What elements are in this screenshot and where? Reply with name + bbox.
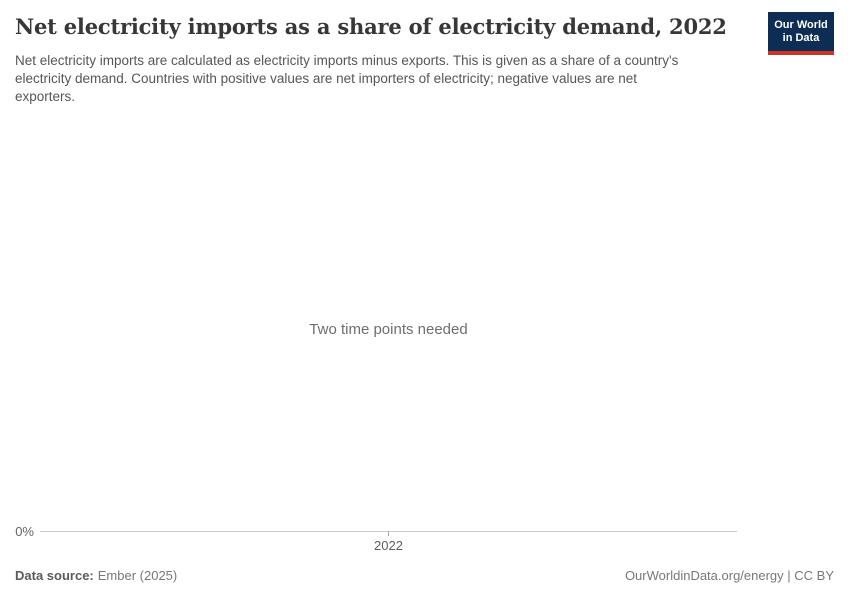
- subtitle-line: electricity demand. Countries with posit…: [15, 71, 638, 86]
- chart-subtitle: Net electricity imports are calculated a…: [15, 52, 760, 106]
- empty-state-message: Two time points needed: [309, 321, 468, 338]
- subtitle-line: Net electricity imports are calculated a…: [15, 53, 679, 68]
- x-axis-tick-label: 2022: [374, 538, 403, 553]
- owid-logo-text-line1: Our World: [774, 19, 828, 31]
- page-title: Net electricity imports as a share of el…: [15, 14, 727, 39]
- subtitle-line: exporters.: [15, 89, 76, 104]
- attribution-link[interactable]: OurWorldinData.org/energy | CC BY: [624, 568, 834, 583]
- y-axis-tick-label: 0%: [15, 524, 34, 539]
- owid-logo-text-line2: in Data: [782, 32, 820, 44]
- data-source: Data source: Ember (2025): [15, 568, 177, 583]
- data-source-label: Data source:: [15, 568, 94, 583]
- owid-logo[interactable]: Our World in Data: [768, 12, 834, 55]
- data-source-value: Ember (2025): [97, 568, 178, 583]
- x-axis-tick-mark: [388, 531, 389, 536]
